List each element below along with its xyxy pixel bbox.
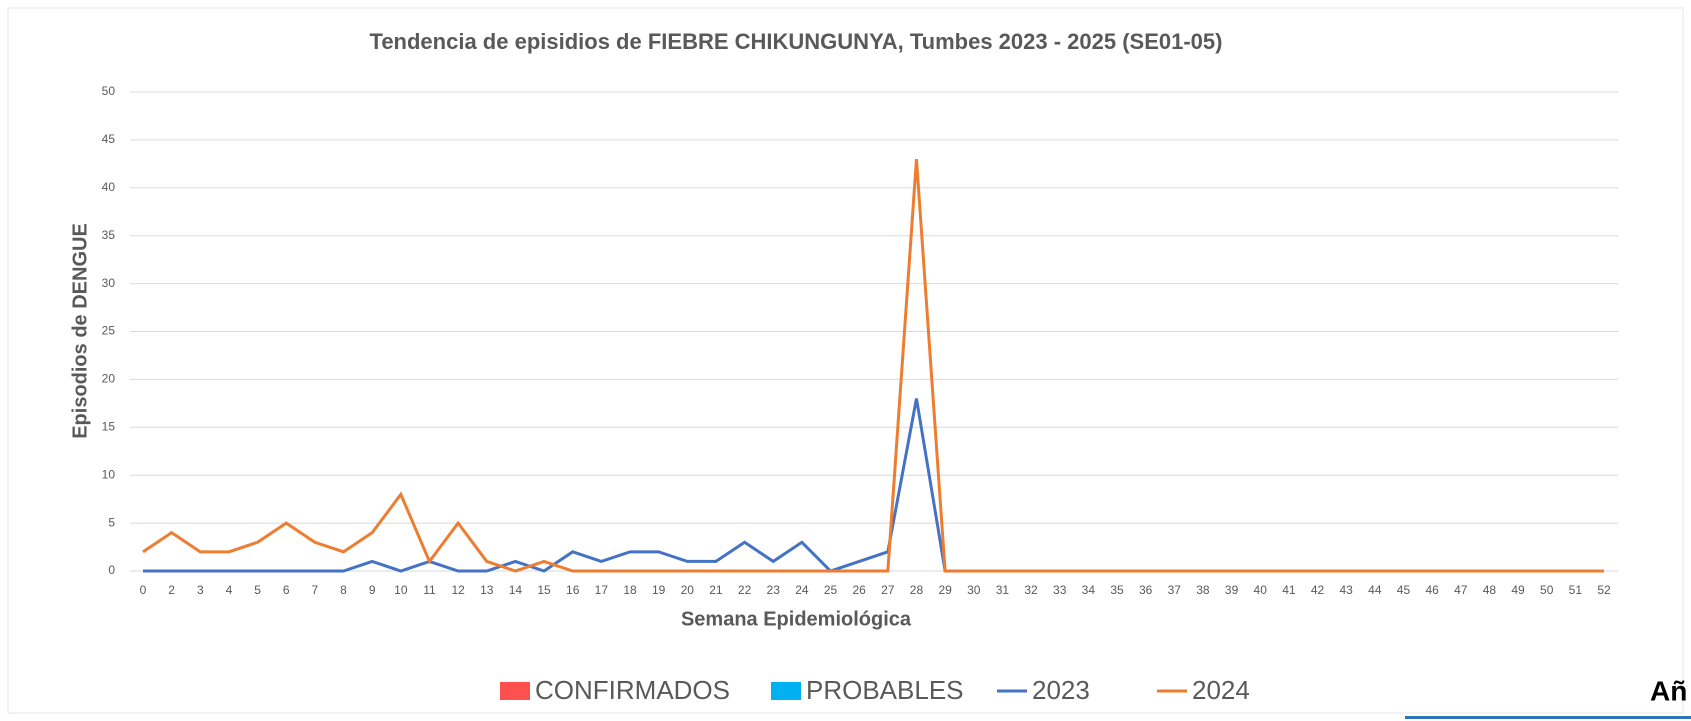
x-axis-title: Semana Epidemiológica bbox=[681, 608, 912, 630]
x-tick-label: 49 bbox=[1511, 583, 1525, 597]
x-tick-label: 38 bbox=[1196, 583, 1210, 597]
x-tick-label: 26 bbox=[852, 583, 866, 597]
x-tick-label: 15 bbox=[537, 583, 551, 597]
x-tick-label: 20 bbox=[681, 583, 695, 597]
legend-label: PROBABLES bbox=[806, 675, 964, 705]
corner-text: Añ bbox=[1650, 675, 1687, 706]
x-tick-label: 25 bbox=[824, 583, 838, 597]
x-tick-label: 40 bbox=[1254, 583, 1268, 597]
legend-swatch bbox=[500, 682, 530, 700]
x-tick-label: 17 bbox=[595, 583, 609, 597]
y-tick-label: 35 bbox=[102, 228, 116, 242]
x-tick-label: 3 bbox=[197, 583, 204, 597]
x-tick-label: 46 bbox=[1425, 583, 1439, 597]
x-tick-label: 23 bbox=[767, 583, 781, 597]
legend-swatch bbox=[771, 682, 801, 700]
x-tick-label: 32 bbox=[1024, 583, 1038, 597]
y-tick-label: 15 bbox=[102, 419, 116, 433]
x-tick-label: 2 bbox=[168, 583, 175, 597]
series-line bbox=[142, 158, 1604, 573]
x-tick-label: 7 bbox=[312, 583, 319, 597]
x-tick-label: 50 bbox=[1540, 583, 1554, 597]
x-tick-label: 11 bbox=[423, 583, 436, 597]
x-tick-label: 42 bbox=[1311, 583, 1325, 597]
x-tick-label: 41 bbox=[1282, 583, 1296, 597]
x-tick-label: 44 bbox=[1368, 583, 1382, 597]
x-tick-label: 13 bbox=[480, 583, 494, 597]
legend-label: CONFIRMADOS bbox=[535, 675, 730, 705]
x-tick-label: 45 bbox=[1397, 583, 1411, 597]
x-tick-label: 4 bbox=[226, 583, 233, 597]
x-tick-label: 43 bbox=[1339, 583, 1353, 597]
x-tick-label: 12 bbox=[451, 583, 465, 597]
y-tick-label: 5 bbox=[108, 515, 115, 529]
y-tick-label: 30 bbox=[102, 276, 116, 290]
x-tick-label: 28 bbox=[910, 583, 924, 597]
y-tick-label: 0 bbox=[108, 563, 115, 577]
y-tick-label: 25 bbox=[102, 324, 116, 338]
x-tick-label: 30 bbox=[967, 583, 981, 597]
series-line bbox=[143, 398, 1604, 573]
x-tick-label: 39 bbox=[1225, 583, 1239, 597]
legend-label: 2023 bbox=[1032, 675, 1090, 705]
x-tick-label: 29 bbox=[938, 583, 952, 597]
y-tick-label: 50 bbox=[102, 84, 116, 98]
x-tick-label: 19 bbox=[652, 583, 666, 597]
x-tick-label: 0 bbox=[140, 583, 147, 597]
x-tick-label: 47 bbox=[1454, 583, 1468, 597]
y-tick-label: 20 bbox=[102, 372, 116, 386]
x-tick-label: 5 bbox=[254, 583, 261, 597]
corner-bar bbox=[1405, 716, 1691, 719]
x-tick-label: 52 bbox=[1597, 583, 1611, 597]
x-tick-label: 51 bbox=[1569, 583, 1583, 597]
legend-label: 2024 bbox=[1192, 675, 1250, 705]
x-tick-label: 33 bbox=[1053, 583, 1067, 597]
x-tick-label: 34 bbox=[1082, 583, 1096, 597]
x-tick-label: 48 bbox=[1483, 583, 1497, 597]
x-tick-label: 22 bbox=[738, 583, 752, 597]
chart-title: Tendencia de episidios de FIEBRE CHIKUNG… bbox=[370, 29, 1223, 54]
x-tick-label: 6 bbox=[283, 583, 290, 597]
x-tick-label: 24 bbox=[795, 583, 809, 597]
x-tick-label: 9 bbox=[369, 583, 376, 597]
x-tick-label: 10 bbox=[394, 583, 408, 597]
y-axis-title: Episodios de DENGUE bbox=[69, 223, 91, 439]
x-tick-label: 21 bbox=[709, 583, 723, 597]
x-tick-label: 31 bbox=[996, 583, 1010, 597]
y-tick-label: 10 bbox=[102, 467, 116, 481]
x-tick-label: 8 bbox=[340, 583, 347, 597]
x-tick-label: 36 bbox=[1139, 583, 1153, 597]
x-tick-label: 14 bbox=[509, 583, 523, 597]
x-tick-label: 18 bbox=[623, 583, 637, 597]
y-tick-label: 40 bbox=[102, 180, 116, 194]
chart-frame bbox=[7, 7, 1684, 714]
x-tick-label: 16 bbox=[566, 583, 580, 597]
y-tick-label: 45 bbox=[102, 132, 116, 146]
x-tick-label: 37 bbox=[1168, 583, 1182, 597]
x-tick-label: 35 bbox=[1110, 583, 1124, 597]
x-tick-label: 27 bbox=[881, 583, 895, 597]
